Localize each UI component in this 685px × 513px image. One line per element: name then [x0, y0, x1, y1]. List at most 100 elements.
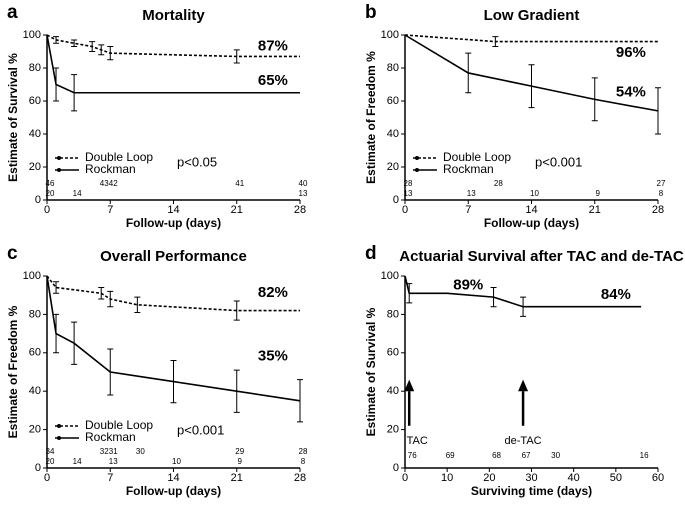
at-risk-count: 69	[446, 451, 455, 460]
legend-marker	[415, 168, 419, 172]
arrow-label: TAC	[407, 435, 428, 447]
y-tick-label: 20	[387, 161, 399, 173]
at-risk-count: 8	[659, 189, 664, 198]
x-tick-label: 21	[231, 472, 243, 484]
error-bar	[134, 296, 141, 313]
at-risk-count: 10	[530, 189, 539, 198]
at-risk-count: 13	[404, 189, 413, 198]
chart-title: Actuarial Survival after TAC and de-TAC	[399, 248, 684, 265]
at-risk-count: 31	[109, 447, 118, 456]
at-risk-count: 16	[640, 451, 649, 460]
legend-label: Double Loop	[85, 418, 153, 432]
x-tick-label: 21	[589, 204, 601, 216]
at-risk-count: 32	[100, 447, 109, 456]
y-tick-label: 40	[29, 385, 41, 397]
panel-letter: a	[7, 2, 18, 23]
y-tick-label: 20	[29, 161, 41, 173]
survival-line	[46, 34, 300, 58]
annotation: 89%	[453, 277, 483, 294]
error-bar	[490, 287, 497, 308]
x-tick-label: 10	[441, 472, 453, 484]
legend-label: Double Loop	[443, 150, 511, 164]
at-risk-count: 8	[301, 457, 306, 466]
at-risk-count: 34	[46, 447, 55, 456]
annotation: 96%	[616, 44, 646, 61]
error-bar	[53, 67, 60, 102]
error-bar	[492, 36, 499, 48]
y-axis-label: Estimate of Survival %	[364, 307, 378, 436]
y-tick-label: 100	[381, 29, 399, 41]
at-risk-count: 43	[100, 179, 109, 188]
at-risk-count: 28	[404, 179, 413, 188]
y-tick-label: 60	[29, 95, 41, 107]
chart-title: Overall Performance	[100, 248, 247, 265]
y-tick-label: 100	[23, 270, 41, 282]
x-tick-label: 7	[465, 204, 471, 216]
at-risk-count: 13	[299, 189, 308, 198]
at-risk-count: 9	[238, 457, 243, 466]
error-bar	[107, 290, 114, 308]
x-tick-label: 14	[167, 472, 179, 484]
at-risk-count: 28	[299, 447, 308, 456]
x-tick-label: 50	[610, 472, 622, 484]
annotation: 54%	[616, 84, 646, 101]
x-tick-label: 30	[525, 472, 537, 484]
legend-label: Double Loop	[85, 150, 153, 164]
at-risk-count: 10	[172, 457, 181, 466]
p-value: p<0.001	[535, 154, 582, 169]
at-risk-count: 68	[492, 451, 501, 460]
legend-label: Rockman	[85, 162, 136, 176]
x-tick-label: 40	[568, 472, 580, 484]
y-tick-label: 100	[23, 29, 41, 41]
y-tick-label: 40	[387, 128, 399, 140]
legend-label: Rockman	[85, 430, 136, 444]
at-risk-count: 9	[596, 189, 601, 198]
error-bar	[655, 87, 661, 135]
error-bar	[71, 74, 78, 112]
panel-letter: d	[365, 243, 377, 264]
panel-letter: b	[365, 2, 377, 23]
x-tick-label: 0	[44, 472, 50, 484]
y-tick-label: 0	[393, 194, 399, 206]
at-risk-count: 29	[235, 447, 244, 456]
x-axis-label: Follow-up (days)	[126, 216, 221, 230]
y-tick-label: 40	[29, 128, 41, 140]
at-risk-count: 20	[46, 457, 55, 466]
annotation: 84%	[601, 286, 631, 303]
y-tick-label: 60	[29, 347, 41, 359]
y-tick-label: 80	[29, 308, 41, 320]
error-bar	[465, 52, 472, 94]
survival-line	[46, 34, 300, 94]
y-tick-label: 80	[29, 62, 41, 74]
error-bar	[71, 321, 78, 365]
y-tick-label: 80	[387, 62, 399, 74]
error-bar	[89, 41, 96, 52]
at-risk-count: 67	[522, 451, 531, 460]
arrow-head	[518, 379, 529, 392]
x-tick-label: 28	[294, 204, 306, 216]
at-risk-count: 14	[73, 457, 82, 466]
at-risk-count: 20	[46, 189, 55, 198]
survival-line	[404, 34, 658, 43]
error-bar	[233, 369, 240, 413]
at-risk-count: 27	[657, 179, 666, 188]
at-risk-count: 30	[551, 451, 560, 460]
at-risk-count: 76	[408, 451, 417, 460]
error-bar	[233, 300, 240, 321]
at-risk-count: 14	[73, 189, 82, 198]
legend-marker	[57, 156, 61, 160]
x-axis-label: Follow-up (days)	[126, 484, 221, 498]
y-axis-label: Estimate of Survival %	[6, 53, 20, 182]
x-tick-label: 20	[483, 472, 495, 484]
error-bar	[591, 77, 598, 122]
at-risk-count: 42	[109, 179, 118, 188]
error-bar	[98, 44, 105, 56]
chart-title: Low Gradient	[484, 7, 580, 24]
x-tick-label: 0	[402, 204, 408, 216]
at-risk-count: 13	[467, 189, 476, 198]
error-bar	[71, 39, 78, 48]
at-risk-count: 40	[299, 179, 308, 188]
legend-marker	[57, 436, 61, 440]
at-risk-count: 41	[235, 179, 244, 188]
y-tick-label: 0	[393, 462, 399, 474]
